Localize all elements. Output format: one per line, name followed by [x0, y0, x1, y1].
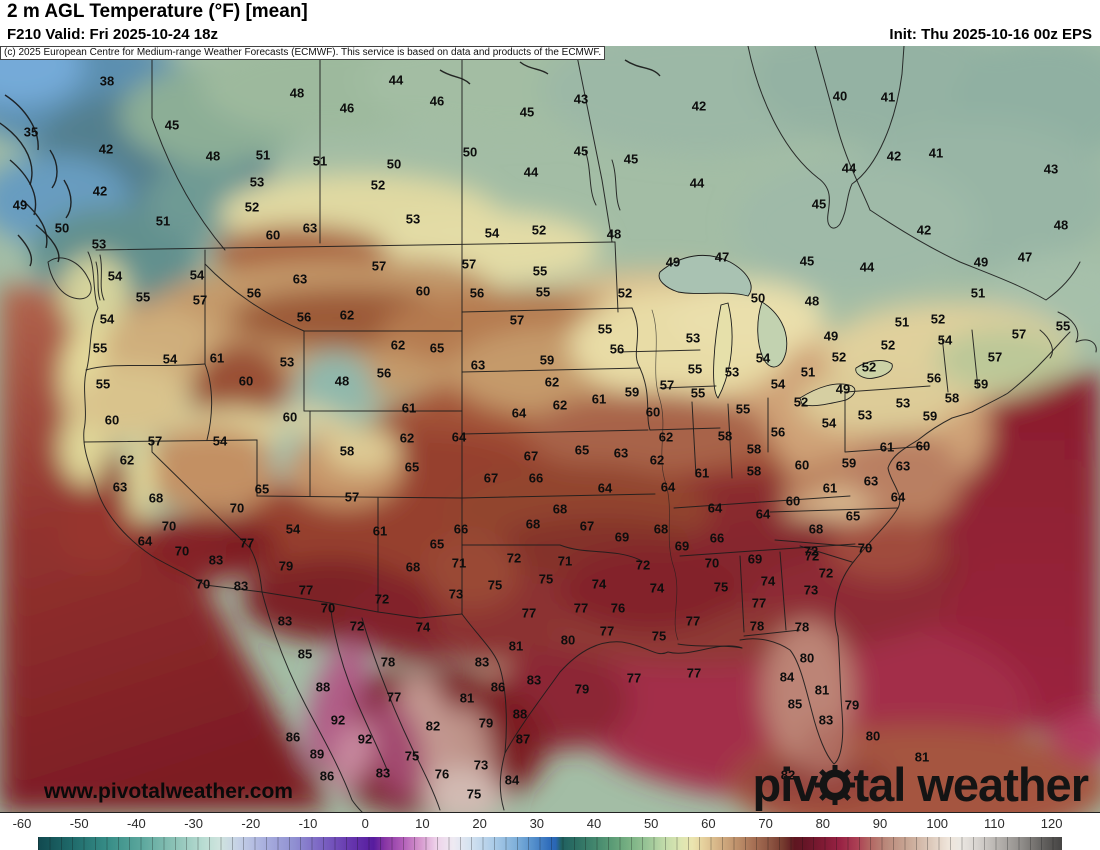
colorbar-gradient [38, 837, 1062, 850]
colorbar-tick-label: 100 [926, 816, 949, 831]
site-url-watermark: www.pivotalweather.com [44, 780, 293, 803]
colorbar-strip: -60 -50 -40 -30 -20 -10 0 10 20 30 40 50 60 70 80 90 100… [0, 812, 1100, 850]
colorbar-tick-label: 110 [984, 816, 1005, 831]
colorbar-tick-label: -40 [126, 816, 146, 831]
map-canvas: 38 45 48 46 35 42 48 51 51 53 42 52 49 51 50 60 63 53 54 54… [0, 46, 1100, 812]
colorbar-tick-label: -20 [241, 816, 261, 831]
logo-text-right: tal weather [853, 758, 1089, 811]
colorbar-tick-label: -10 [298, 816, 318, 831]
colorbar-tick-label: 40 [586, 816, 602, 831]
logo-text-left: piv [752, 758, 819, 811]
colorbar-tick-label: 0 [361, 816, 369, 831]
colorbar-tick-label: 120 [1040, 816, 1063, 831]
header: 2 m AGL Temperature (°F) [mean] F210 Val… [0, 0, 1100, 46]
colorbar-tick-label: 20 [472, 816, 487, 831]
init-time-label: Init: Thu 2025-10-16 00z EPS [889, 26, 1092, 43]
colorbar-tick-label: -60 [12, 816, 32, 831]
colorbar-tick-label: 80 [815, 816, 831, 831]
colorbar-tick-label: -50 [69, 816, 89, 831]
colorbar-ticks: -60 -50 -40 -30 -20 -10 0 10 20 30 40 50 60 70 80 90 100… [0, 816, 1100, 834]
colorbar-tick-label: 70 [758, 816, 773, 831]
temperature-map [0, 46, 1100, 812]
brand-logo: piv tal weather [752, 758, 1089, 811]
great-lakes [658, 255, 893, 407]
copyright-notice: (c) 2025 European Centre for Medium-rang… [0, 46, 606, 60]
fjord-coastline [0, 59, 661, 267]
colorbar-tick-label: 90 [872, 816, 888, 831]
colorbar-tick-label: 50 [643, 816, 659, 831]
map-borders [47, 46, 1097, 812]
colorbar-tick-label: -30 [184, 816, 203, 831]
colorbar-tick-label: 10 [415, 816, 430, 831]
gear-icon [815, 765, 856, 805]
colorbar-tick-label: 30 [529, 816, 545, 831]
page-title: 2 m AGL Temperature (°F) [mean] [7, 1, 308, 22]
valid-time-label: F210 Valid: Fri 2025-10-24 18z [7, 26, 218, 43]
colorbar-tick-label: 60 [701, 816, 716, 831]
